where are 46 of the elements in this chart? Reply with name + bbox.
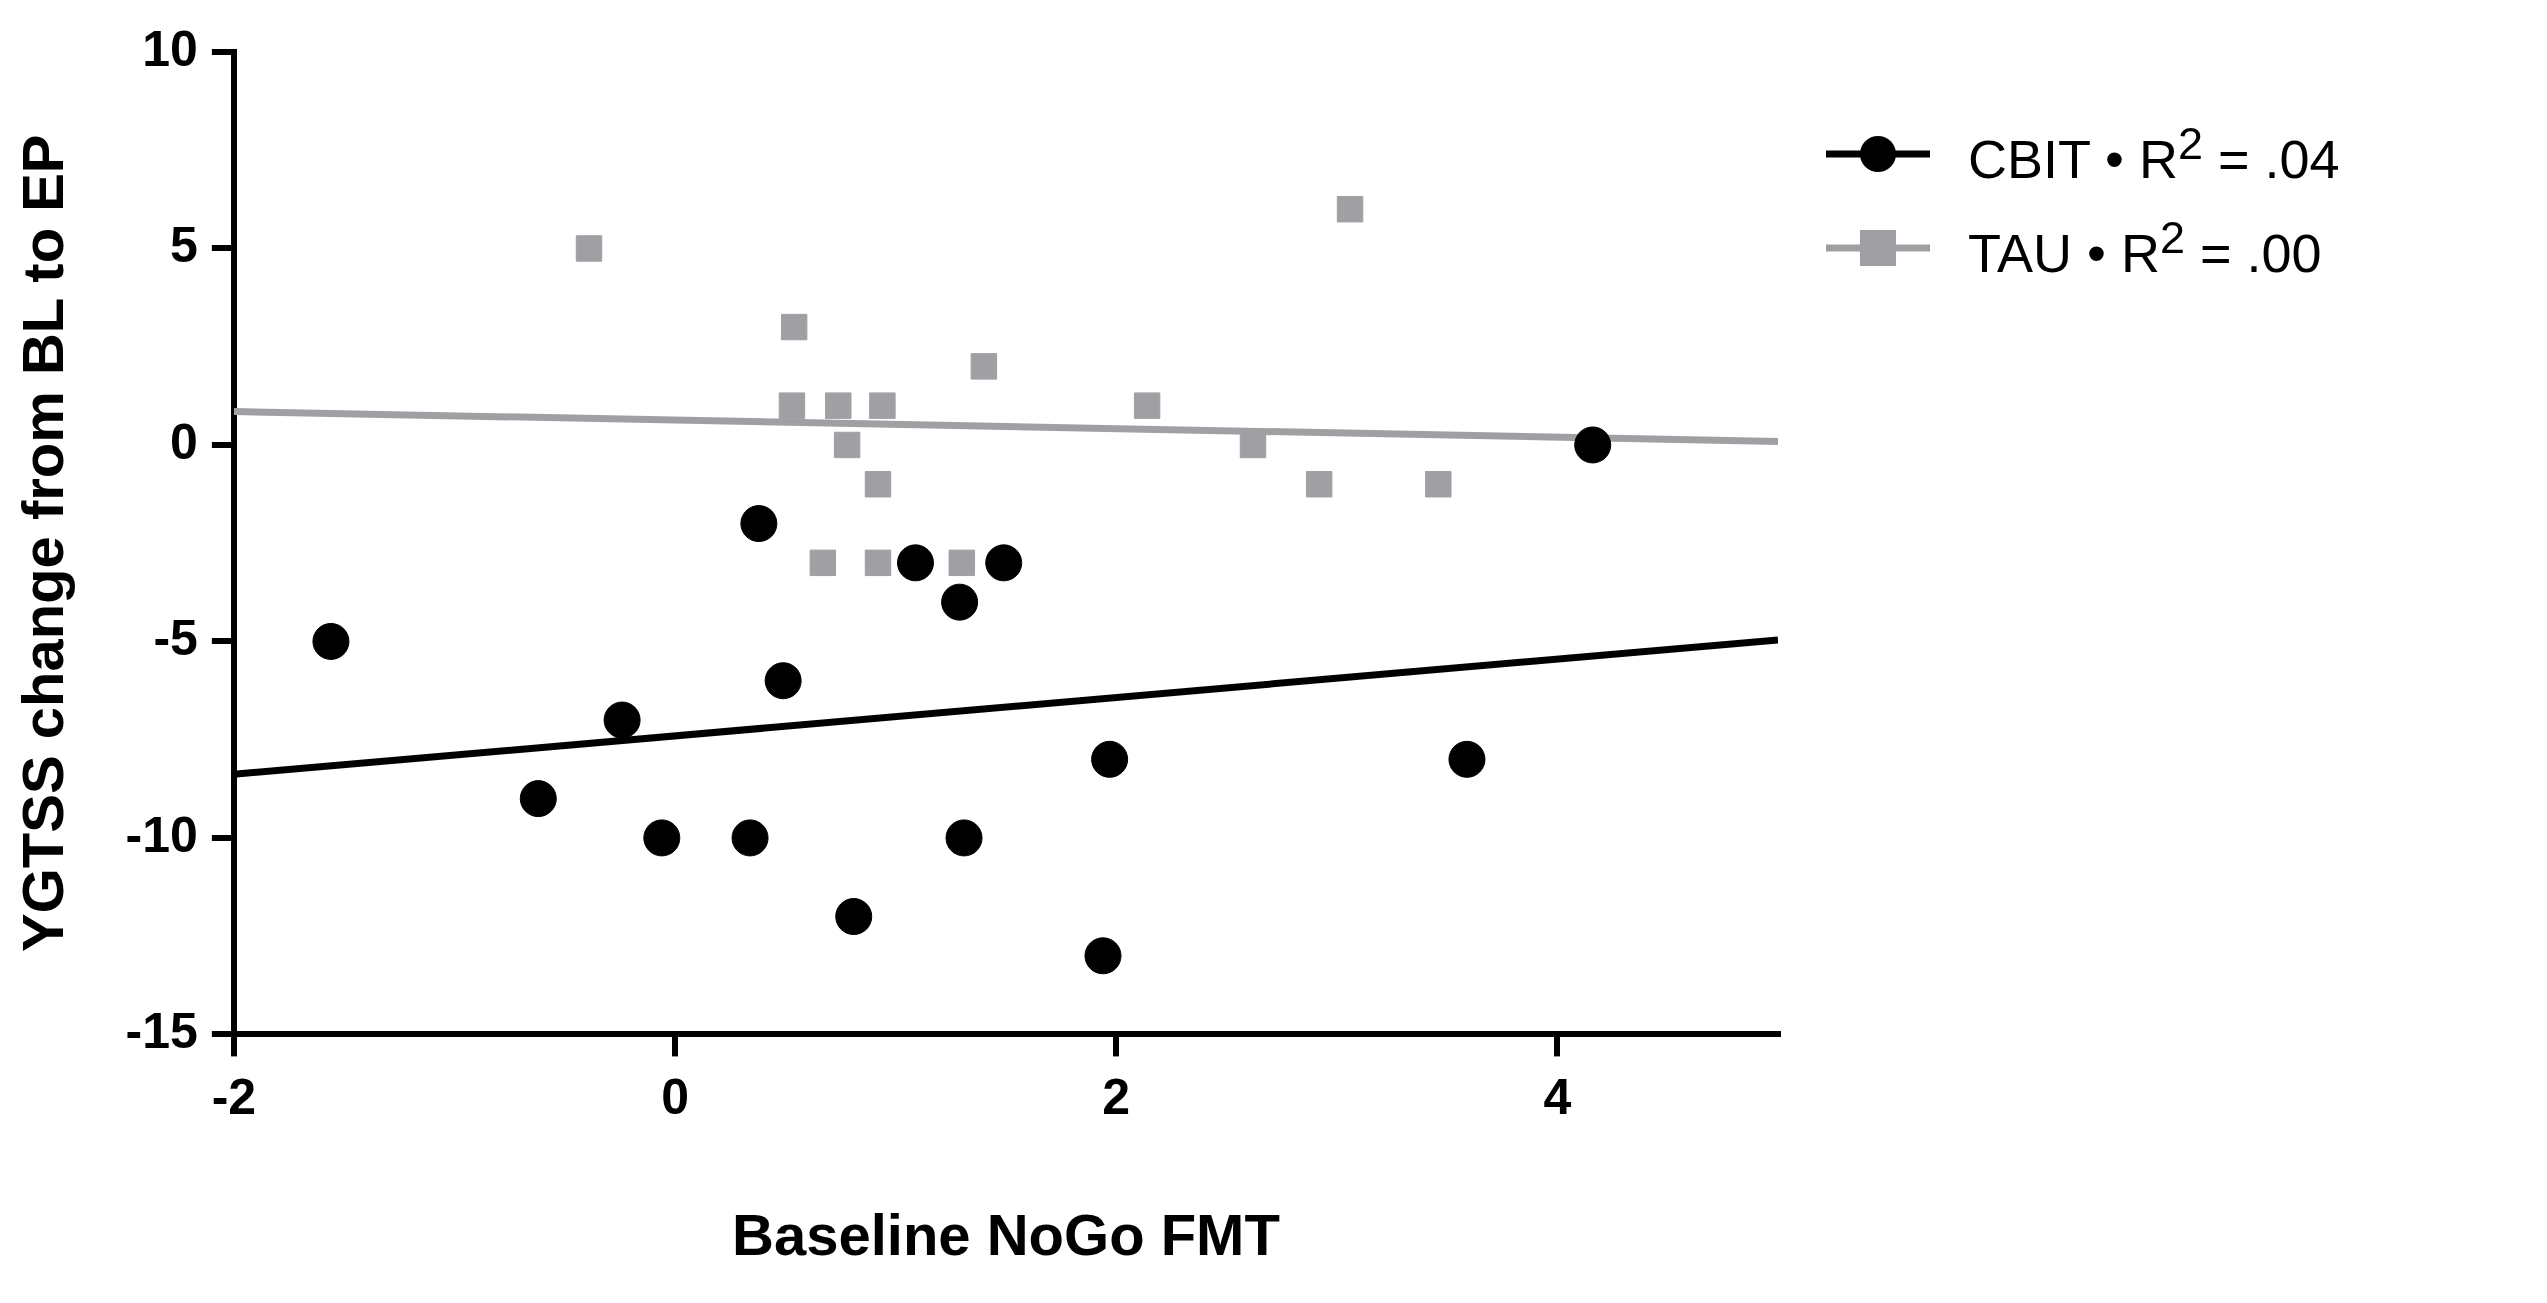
point [833, 431, 861, 459]
point [731, 819, 769, 857]
point [312, 622, 350, 660]
point [764, 662, 802, 700]
x-tick-label: 0 [661, 1069, 689, 1126]
point [643, 819, 681, 857]
point [1239, 431, 1267, 459]
point [1091, 740, 1129, 778]
point [519, 780, 557, 818]
point [575, 235, 603, 262]
point [869, 392, 896, 419]
point [825, 392, 852, 419]
x-tick-label: -2 [211, 1069, 257, 1126]
point [1336, 195, 1364, 223]
y-tick-label: -5 [153, 610, 198, 667]
point [1133, 392, 1161, 419]
point [945, 819, 983, 857]
point [740, 505, 778, 543]
point [835, 898, 873, 936]
point [896, 544, 934, 582]
point [1425, 471, 1452, 498]
point [864, 549, 892, 577]
point [603, 701, 641, 739]
y-tick-label: -10 [125, 806, 198, 863]
point [941, 583, 979, 621]
y-tick-label: 5 [170, 217, 198, 274]
point [864, 471, 892, 498]
y-tick-label: 0 [170, 413, 198, 470]
point [948, 549, 976, 577]
point [778, 392, 806, 419]
point [809, 549, 837, 577]
legend-label: CBIT • R$^{2}$ = .04 [1968, 118, 2340, 190]
point [985, 544, 1023, 582]
y-axis-title: YGTSS change from BL to EP [9, 134, 75, 952]
point [1084, 937, 1122, 975]
point [1305, 471, 1333, 498]
x-tick-label: 2 [1102, 1069, 1131, 1126]
point [970, 353, 998, 380]
x-tick-label: 4 [1543, 1069, 1572, 1126]
x-axis-title: Baseline NoGo FMT [732, 1202, 1280, 1268]
point [1574, 426, 1612, 464]
point [1448, 740, 1486, 778]
y-tick-label: -15 [125, 1003, 198, 1060]
legend-label: TAU • R$^{2}$ = .00 [1968, 212, 2322, 284]
y-tick-label: 10 [142, 20, 198, 77]
point [780, 313, 808, 341]
